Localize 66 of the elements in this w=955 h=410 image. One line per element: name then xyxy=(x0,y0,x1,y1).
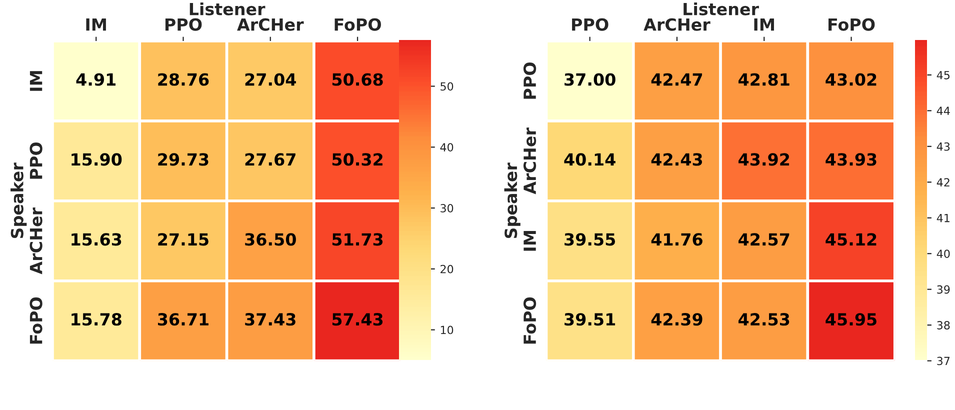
color-bar-label: 50 xyxy=(440,82,454,91)
y-tick-label: PPO xyxy=(523,62,536,99)
y-tick-label: IM xyxy=(524,231,536,251)
data-label: 37.43 xyxy=(245,313,296,326)
y-axis-title: Speaker xyxy=(10,162,27,238)
color-bar-label: 40 xyxy=(440,143,454,152)
x-tick-label: ArCHer xyxy=(237,18,304,31)
data-label: 42.47 xyxy=(651,73,702,86)
data-label: 42.57 xyxy=(738,233,790,246)
color-bar-label: 43 xyxy=(936,142,950,151)
x-tick-label: PPO xyxy=(165,18,202,31)
y-tick-label: ArCHer xyxy=(30,208,42,274)
x-tick-label: IM xyxy=(754,18,774,31)
data-label: 45.95 xyxy=(826,313,876,326)
color-bar-label: 41 xyxy=(936,214,950,222)
y-tick-label: ArCHer xyxy=(523,128,536,194)
data-label: 41.76 xyxy=(651,233,702,246)
x-tick-label: FoPO xyxy=(828,18,875,31)
color-bar-label: 40 xyxy=(936,250,950,258)
color-bar-label: 38 xyxy=(937,321,950,330)
color-bar-label: 44 xyxy=(936,106,950,115)
y-axis-title: Speaker xyxy=(504,162,520,238)
color-bar-label: 45 xyxy=(936,71,950,80)
color-bar-label: 10 xyxy=(440,326,454,334)
data-label: 50.68 xyxy=(332,73,383,86)
data-label: 57.43 xyxy=(332,313,383,326)
data-label: 36.50 xyxy=(245,233,296,246)
x-axis-title: Listener xyxy=(190,2,266,16)
data-label: 42.43 xyxy=(651,153,702,166)
data-label: 39.55 xyxy=(564,233,616,246)
data-label: 43.02 xyxy=(826,73,876,86)
data-label: 42.39 xyxy=(651,313,702,326)
data-label: 45.12 xyxy=(826,233,876,246)
y-tick-label: PPO xyxy=(30,142,42,179)
data-label: 28.76 xyxy=(158,73,209,86)
y-tick-label: FoPO xyxy=(523,297,536,344)
data-label: 27.15 xyxy=(158,233,208,246)
data-label: 15.78 xyxy=(72,313,122,326)
data-label: 37.00 xyxy=(564,73,616,86)
x-tick-label: ArCHer xyxy=(644,18,710,31)
data-label: 50.32 xyxy=(332,153,382,166)
x-tick-label: FoPO xyxy=(334,18,381,31)
color-bar-label: 39 xyxy=(937,285,950,294)
color-bar-label: 42 xyxy=(936,178,950,186)
data-label: 43.92 xyxy=(738,153,790,166)
data-label: 27.04 xyxy=(245,73,296,86)
x-tick-label: IM xyxy=(86,18,106,31)
data-label: 29.73 xyxy=(158,153,208,166)
data-label: 15.90 xyxy=(72,153,122,166)
data-label: 36.71 xyxy=(158,313,208,326)
data-label: 40.14 xyxy=(564,153,616,166)
data-label: 43.93 xyxy=(826,153,876,166)
color-bar-label: 30 xyxy=(440,204,454,212)
data-label: 4.91 xyxy=(76,73,116,86)
color-bar-label: 37 xyxy=(937,356,950,366)
data-label: 15.63 xyxy=(72,233,122,246)
data-label: 39.51 xyxy=(564,313,616,326)
data-label: 27.67 xyxy=(245,153,296,166)
x-axis-title: Listener xyxy=(684,2,759,16)
data-label: 51.73 xyxy=(332,233,383,246)
x-tick-label: PPO xyxy=(572,18,608,31)
data-label: 42.53 xyxy=(738,313,790,326)
data-label: 42.81 xyxy=(738,73,790,86)
y-tick-label: IM xyxy=(30,71,42,91)
color-bar-label: 20 xyxy=(440,264,454,274)
y-tick-label: FoPO xyxy=(30,297,42,344)
